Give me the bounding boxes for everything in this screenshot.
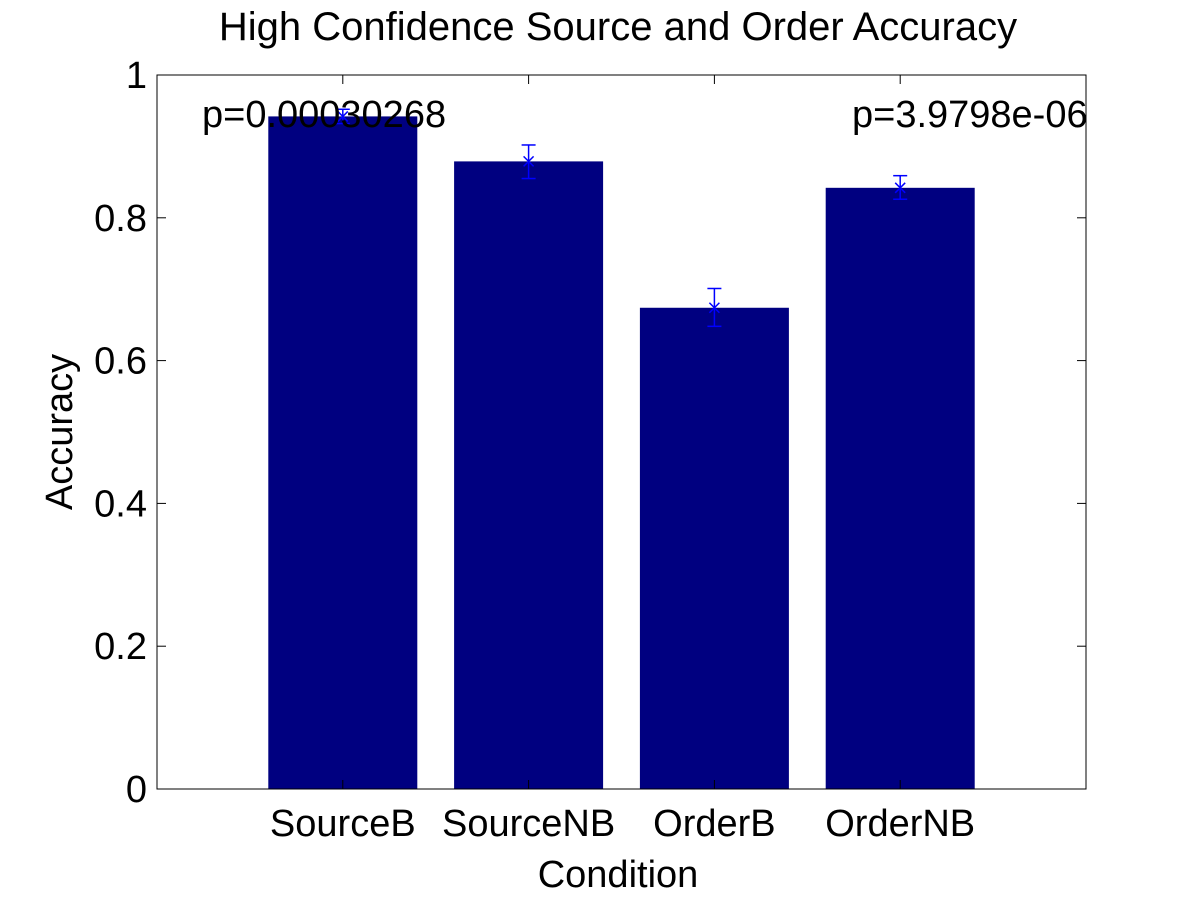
y-tick-label: 1 bbox=[126, 55, 147, 97]
bar-sourcenb bbox=[454, 161, 604, 790]
bar-sourceb bbox=[268, 116, 418, 790]
bar-orderb bbox=[639, 307, 789, 789]
mean-marker-ordernb bbox=[894, 182, 906, 194]
mean-marker-sourcenb bbox=[523, 155, 535, 167]
y-tick-label: 0 bbox=[126, 769, 147, 811]
plot-area: SourceB SourceNB OrderB OrderNB 0 0.2 0.4 0.6 0.… bbox=[94, 55, 1087, 845]
annotation-left: p=0.00030268 bbox=[202, 94, 446, 136]
x-tick-label: OrderNB bbox=[825, 803, 975, 845]
x-tick-label: OrderB bbox=[653, 803, 775, 845]
mean-marker-sourceb bbox=[337, 110, 349, 122]
bar-ordernb bbox=[825, 187, 975, 789]
y-tick-label: 0.6 bbox=[94, 341, 147, 383]
mean-marker-orderb bbox=[708, 302, 720, 314]
y-tick-label: 0.2 bbox=[94, 626, 147, 668]
chart-title: High Confidence Source and Order Accurac… bbox=[219, 5, 1017, 49]
x-axis-label: Condition bbox=[538, 854, 699, 896]
x-tick-label: SourceNB bbox=[442, 803, 615, 845]
x-tick-label: SourceB bbox=[270, 803, 416, 845]
y-tick-label: 0.4 bbox=[94, 483, 147, 525]
annotation-right: p=3.9798e-06 bbox=[852, 94, 1088, 136]
y-axis-label: Accuracy bbox=[39, 354, 81, 510]
axes-frame bbox=[156, 74, 1087, 790]
y-tick-label: 0.8 bbox=[94, 198, 147, 240]
